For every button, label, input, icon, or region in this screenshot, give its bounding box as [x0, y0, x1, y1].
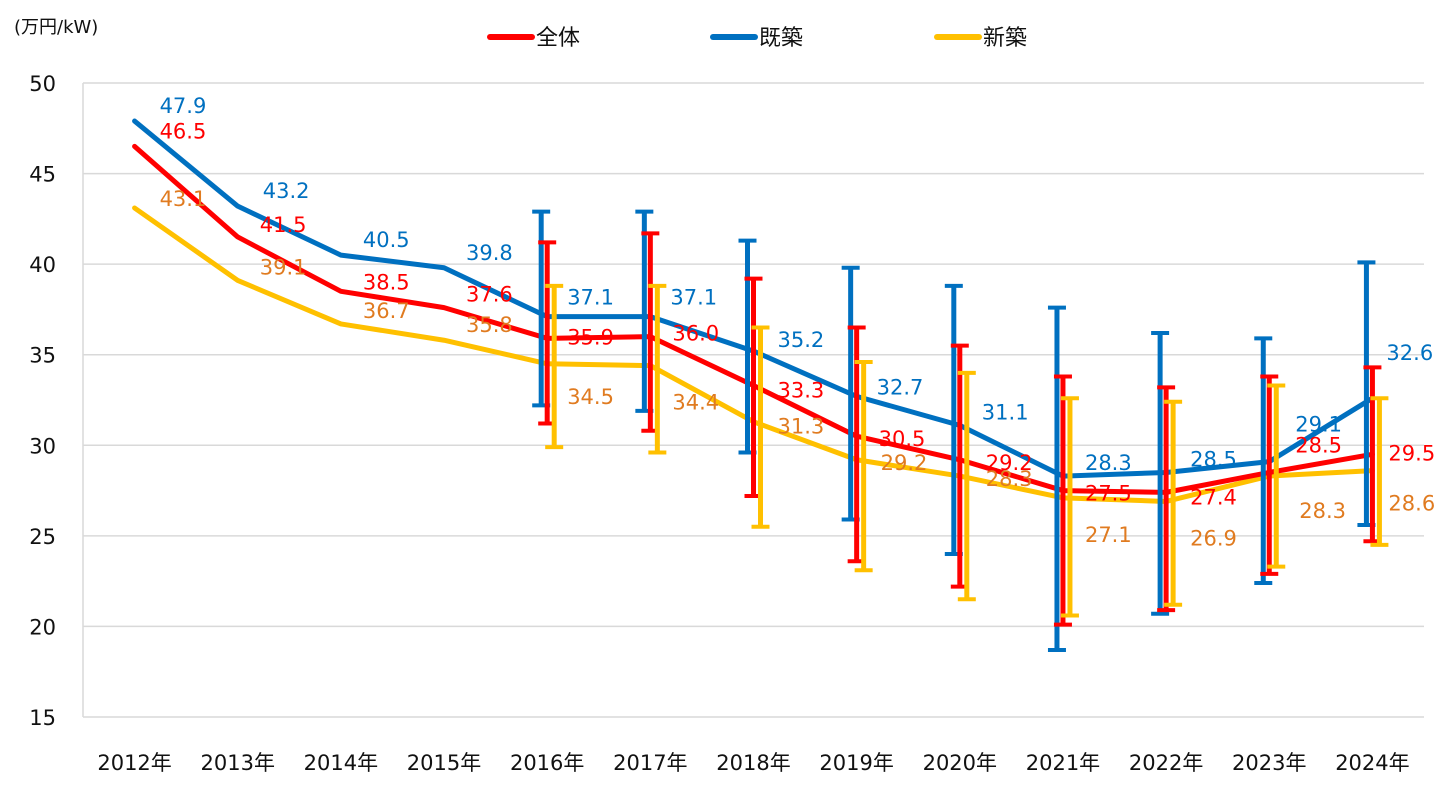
y-tick-label: 25 — [29, 525, 56, 549]
error-bar — [1267, 383, 1286, 569]
x-tick-label: 2024年 — [1335, 751, 1409, 775]
error-bar — [1370, 396, 1389, 547]
x-tick-label: 2018年 — [716, 751, 790, 775]
error-bar — [1053, 374, 1072, 627]
data-labels: 46.541.538.537.635.9 36.033.330.529.227.5… — [160, 94, 1436, 550]
error-bar — [1060, 396, 1079, 618]
data-label: 37.1 — [670, 286, 717, 310]
x-axis-ticks: 2012年 2013年 2014年 2015年 2016年 2017年 2018年 2019年… — [97, 751, 1409, 775]
data-label: 36.7 — [363, 299, 410, 323]
data-label: 34.4 — [672, 391, 719, 415]
error-bar — [957, 370, 976, 602]
y-tick-label: 20 — [29, 615, 56, 639]
data-label: 29.1 — [1295, 413, 1342, 437]
data-label: 28.6 — [1388, 492, 1435, 516]
y-tick-label: 40 — [29, 253, 56, 277]
data-label: 35.8 — [466, 313, 513, 337]
error-bar — [1047, 305, 1066, 652]
data-label: 35.9 — [567, 325, 614, 349]
error-bar — [1151, 330, 1170, 616]
data-label: 28.5 — [1190, 447, 1237, 471]
error-bar — [1164, 399, 1183, 607]
x-tick-label: 2022年 — [1129, 751, 1203, 775]
legend: 全体 既築 新築 — [487, 26, 1027, 51]
data-label: 31.3 — [778, 415, 825, 439]
data-label: 26.9 — [1190, 526, 1237, 550]
data-label: 41.5 — [260, 213, 307, 237]
x-tick-label: 2014年 — [304, 751, 378, 775]
data-label: 29.2 — [881, 451, 928, 475]
x-tick-label: 2012年 — [97, 751, 171, 775]
data-label: 35.2 — [778, 328, 825, 352]
data-label: 30.5 — [879, 427, 926, 451]
y-axis-unit-label: (万円/kW) — [14, 17, 98, 38]
data-label: 28.3 — [1085, 451, 1132, 475]
y-tick-label: 35 — [29, 344, 56, 368]
data-label: 47.9 — [160, 94, 207, 118]
data-label: 37.6 — [466, 283, 513, 307]
data-label: 38.5 — [363, 270, 410, 294]
y-tick-label: 30 — [29, 434, 56, 458]
legend-label: 新築 — [983, 26, 1027, 51]
legend-item-新築: 新築 — [934, 26, 1027, 51]
x-tick-label: 2015年 — [407, 751, 481, 775]
legend-item-既築: 既築 — [710, 26, 803, 51]
data-label: 43.2 — [263, 179, 310, 203]
data-label: 28.5 — [1295, 433, 1342, 457]
data-label: 46.5 — [160, 119, 207, 143]
x-tick-label: 2021年 — [1026, 751, 1100, 775]
data-label: 39.1 — [260, 255, 307, 279]
data-label: 37.1 — [567, 286, 614, 310]
data-label: 31.1 — [982, 400, 1029, 424]
data-label: 27.4 — [1190, 485, 1237, 509]
y-tick-label: 45 — [29, 163, 56, 187]
x-tick-label: 2019年 — [819, 751, 893, 775]
x-tick-label: 2016年 — [510, 751, 584, 775]
data-label: 27.5 — [1085, 482, 1132, 506]
error-bar — [1157, 385, 1176, 613]
x-tick-label: 2020年 — [923, 751, 997, 775]
data-label: 34.5 — [567, 385, 614, 409]
x-tick-label: 2017年 — [613, 751, 687, 775]
y-axis-ticks: 15 20 25 30 35 40 45 50 — [29, 72, 56, 730]
error-bar — [545, 283, 564, 450]
y-tick-label: 50 — [29, 72, 56, 96]
x-tick-label: 2013年 — [201, 751, 275, 775]
legend-item-全体: 全体 — [487, 26, 580, 51]
data-label: 27.1 — [1085, 523, 1132, 547]
data-label: 29.5 — [1388, 441, 1435, 465]
data-label: 40.5 — [363, 228, 410, 252]
y-tick-label: 15 — [29, 706, 56, 730]
data-label: 32.7 — [877, 375, 924, 399]
data-label: 29.2 — [986, 451, 1033, 475]
error-bar — [1260, 374, 1279, 576]
error-bar — [648, 283, 667, 455]
legend-label: 全体 — [536, 26, 580, 51]
data-label: 32.6 — [1386, 341, 1433, 365]
error-bar — [1254, 336, 1273, 585]
data-label: 33.3 — [778, 379, 825, 403]
data-label: 43.1 — [160, 187, 207, 211]
error-bar — [854, 359, 873, 573]
legend-label: 既築 — [759, 26, 803, 51]
data-label: 28.3 — [986, 467, 1033, 491]
data-label: 36.0 — [672, 322, 719, 346]
error-bars — [532, 209, 1389, 652]
error-bar — [751, 325, 770, 529]
x-tick-label: 2023年 — [1232, 751, 1306, 775]
data-label: 39.8 — [466, 241, 513, 265]
data-label: 28.3 — [1299, 499, 1346, 523]
